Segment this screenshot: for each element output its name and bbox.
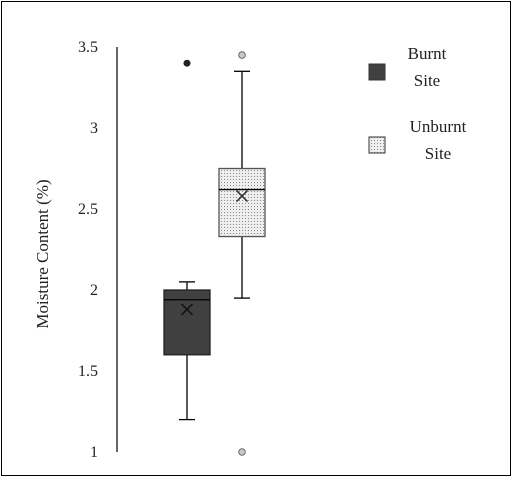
- legend-label: Site: [414, 71, 440, 90]
- mean-marker: [235, 190, 249, 203]
- legend-label: Unburnt: [410, 117, 467, 136]
- mean-marker: [180, 303, 194, 316]
- legend-item-burnt: Burnt Site: [368, 44, 447, 90]
- y-tick-label: 2.5: [78, 201, 98, 218]
- y-tick-label: 1: [90, 444, 98, 461]
- y-tick-label: 2: [90, 282, 98, 299]
- y-tick-label: 3: [90, 120, 98, 137]
- y-tick-label: 1.5: [78, 363, 98, 380]
- box-unburnt: [218, 51, 266, 456]
- y-axis-label: Moisture Content (%): [33, 179, 52, 328]
- legend-label: Site: [425, 144, 451, 163]
- legend-label: Burnt: [408, 44, 447, 63]
- outlier-point: [238, 448, 246, 456]
- iqr-box: [163, 289, 211, 356]
- legend-swatch: [368, 136, 386, 154]
- outlier-point: [238, 51, 246, 59]
- box-burnt: [163, 59, 211, 421]
- y-tick-label: 3.5: [78, 39, 98, 56]
- outlier-point: [183, 59, 191, 67]
- iqr-box: [218, 167, 266, 238]
- legend-item-unburnt: Unburnt Site: [368, 117, 467, 163]
- legend-swatch: [368, 63, 386, 81]
